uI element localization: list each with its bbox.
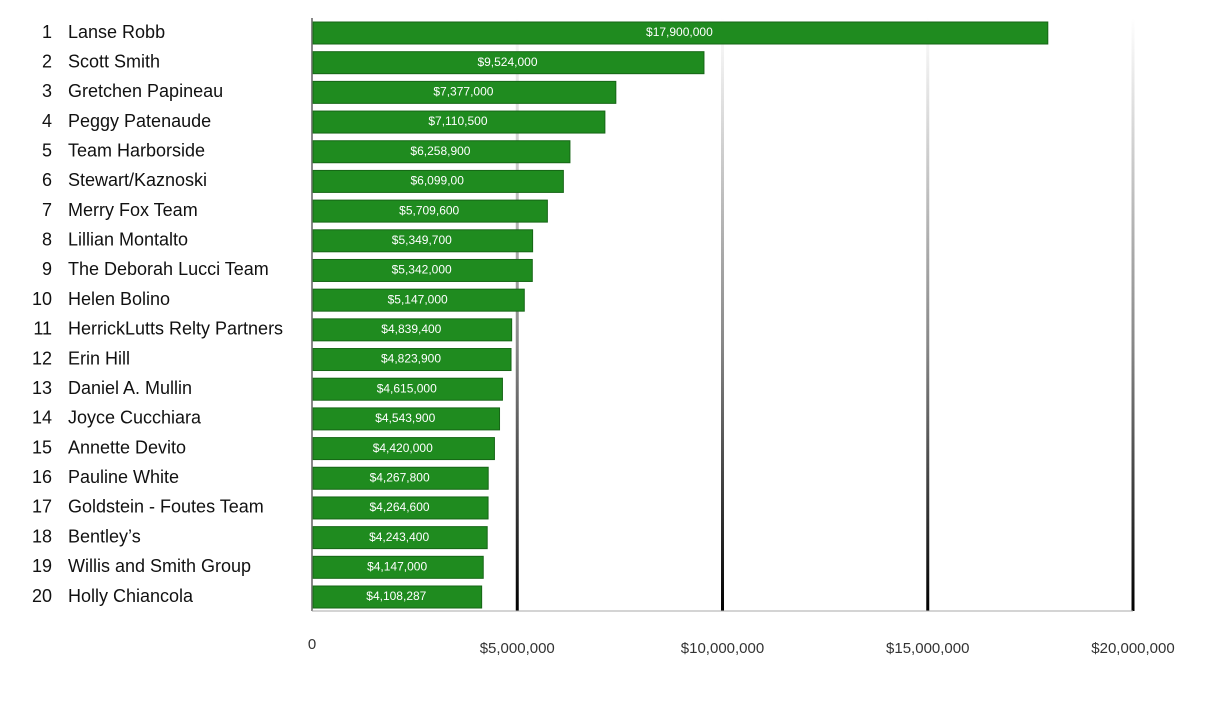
y-tick-label: Stewart/Kaznoski [68, 170, 207, 190]
rank-label: 12 [32, 348, 52, 368]
bar [312, 407, 501, 431]
bar [312, 288, 525, 312]
bar [312, 466, 489, 490]
bar [312, 318, 513, 342]
rank-label: 16 [32, 467, 52, 487]
value-label: $4,147,000 [367, 559, 427, 573]
y-tick-label: HerrickLutts Relty Partners [68, 319, 283, 339]
value-label: $5,349,700 [392, 233, 452, 247]
x-tick-label: $10,000,000 [681, 640, 764, 657]
value-label: $4,264,600 [369, 500, 429, 514]
rank-label: 5 [42, 140, 52, 160]
bar [312, 585, 483, 609]
y-tick-label: Gretchen Papineau [68, 81, 223, 101]
y-tick-label: Daniel A. Mullin [68, 378, 192, 398]
value-label: $4,267,800 [370, 470, 430, 484]
value-label: $4,108,287 [366, 589, 426, 603]
value-label: $7,110,500 [428, 114, 487, 128]
value-label: $6,258,900 [410, 144, 470, 158]
y-tick-label: Scott Smith [68, 51, 160, 71]
y-tick-label: Bentley’s [68, 526, 141, 546]
value-label: $5,342,000 [392, 263, 452, 277]
value-label: $7,377,000 [433, 85, 493, 99]
rank-label: 10 [32, 289, 52, 309]
x-tick-label: $5,000,000 [480, 640, 555, 657]
value-label: $9,524,000 [477, 55, 537, 69]
value-label: $4,543,900 [375, 411, 435, 425]
bar [312, 199, 548, 223]
bar [312, 555, 484, 579]
y-tick-label: Lillian Montalto [68, 230, 188, 250]
y-tick-label: Peggy Patenaude [68, 111, 211, 131]
value-label: $4,615,000 [377, 381, 437, 395]
bar [312, 437, 495, 461]
x-tick-label: $20,000,000 [1091, 640, 1174, 657]
rank-label: 18 [32, 526, 52, 546]
rank-label: 2 [42, 51, 52, 71]
value-label: $4,823,900 [381, 352, 441, 366]
rank-label: 14 [32, 408, 52, 428]
bar [312, 80, 617, 104]
rank-label: 8 [42, 230, 52, 250]
bar [312, 348, 512, 372]
bar [312, 526, 488, 550]
y-tick-label: Helen Bolino [68, 289, 170, 309]
rank-label: 6 [42, 170, 52, 190]
bar [312, 377, 503, 401]
x-tick-label: $15,000,000 [886, 640, 969, 657]
rank-label: 15 [32, 437, 52, 457]
bar [312, 496, 489, 520]
rank-label: 19 [32, 556, 52, 576]
y-tick-label: Willis and Smith Group [68, 556, 251, 576]
rank-label: 13 [32, 378, 52, 398]
y-tick-label: The Deborah Lucci Team [68, 259, 269, 279]
value-label: $5,709,600 [399, 203, 459, 217]
bar [312, 229, 534, 253]
y-tick-label: Lanse Robb [68, 22, 165, 42]
bar [312, 169, 564, 193]
y-tick-label: Merry Fox Team [68, 200, 198, 220]
bar [312, 51, 705, 75]
y-tick-label: Pauline White [68, 467, 179, 487]
bar [312, 21, 1049, 45]
bar [312, 258, 533, 282]
y-tick-label: Annette Devito [68, 437, 186, 457]
value-label: $5,147,000 [388, 292, 448, 306]
y-tick-label: Erin Hill [68, 348, 130, 368]
rank-label: 3 [42, 81, 52, 101]
value-label: $4,243,400 [369, 530, 429, 544]
y-tick-label: Holly Chiancola [68, 586, 194, 606]
rank-label: 11 [33, 319, 52, 339]
rank-label: 7 [42, 200, 52, 220]
bar [312, 110, 606, 134]
y-tick-label: Team Harborside [68, 140, 205, 160]
value-label: $4,839,400 [381, 322, 441, 336]
y-tick-label: Goldstein - Foutes Team [68, 497, 264, 517]
rank-label: 9 [42, 259, 52, 279]
rank-label: 17 [32, 497, 52, 517]
bar [312, 140, 571, 164]
rank-label: 20 [32, 586, 52, 606]
y-tick-label: Joyce Cucchiara [68, 408, 202, 428]
value-label: $4,420,000 [373, 441, 433, 455]
rank-label: 4 [42, 111, 52, 131]
x-tick-label: 0 [308, 636, 316, 653]
value-label: $17,900,000 [646, 25, 713, 39]
rank-label: 1 [42, 22, 52, 42]
value-label: $6,099,00 [410, 174, 464, 188]
